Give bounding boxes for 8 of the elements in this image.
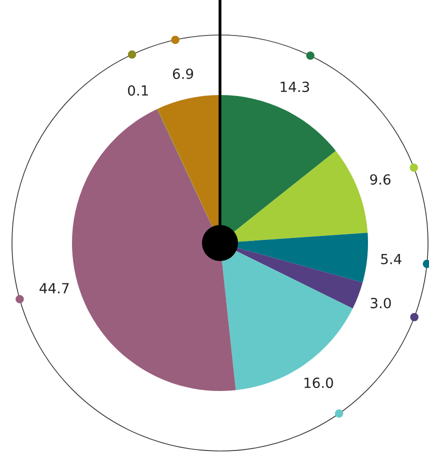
data-label: 6.9: [172, 68, 194, 80]
data-label: 3.0: [370, 298, 391, 308]
data-label: 16.0: [304, 378, 333, 388]
data-label: 5.4: [381, 254, 402, 264]
data-label: 44.7: [40, 283, 69, 294]
data-label: 0.1: [128, 85, 148, 96]
data-label: 14.3: [280, 82, 310, 92]
data-label: 9.6: [370, 174, 390, 185]
